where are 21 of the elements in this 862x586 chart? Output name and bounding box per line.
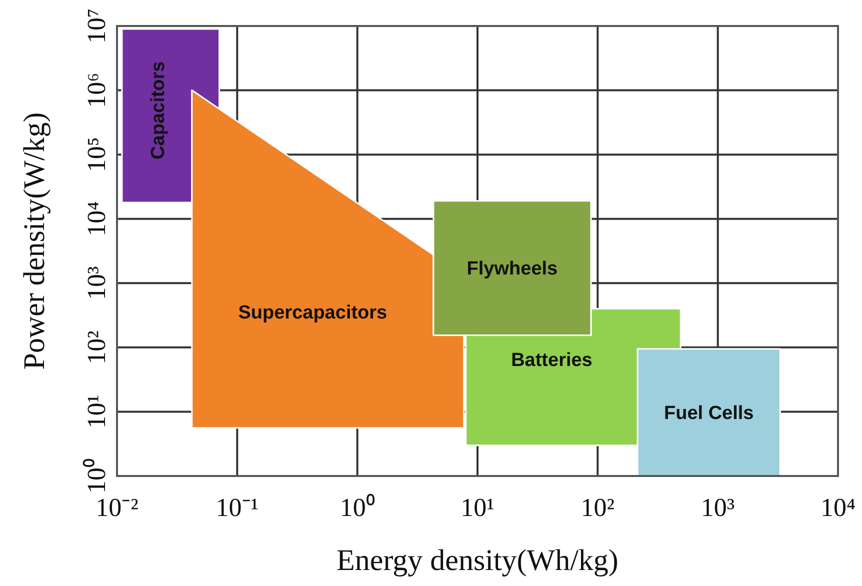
x-tick-label: 10¹ bbox=[460, 493, 494, 522]
x-tick-label: 10⁰ bbox=[340, 493, 375, 522]
series-label: Batteries bbox=[511, 350, 592, 372]
x-tick-label: 10⁻² bbox=[96, 493, 139, 522]
x-tick-label: 10³ bbox=[700, 493, 735, 522]
y-tick-label: 10⁷ bbox=[82, 8, 111, 44]
series-label: Fuel Cells bbox=[664, 403, 754, 424]
y-tick-label: 10⁵ bbox=[82, 137, 111, 172]
x-tick-label: 10⁻¹ bbox=[216, 493, 259, 522]
x-axis-title: Energy density(Wh/kg) bbox=[336, 544, 618, 577]
y-tick-label: 10⁰ bbox=[82, 458, 111, 494]
x-tick-label: 10⁴ bbox=[820, 493, 856, 522]
y-tick-label: 10⁶ bbox=[82, 72, 111, 108]
series-label: Flywheels bbox=[466, 258, 558, 280]
series-label: Supercapacitors bbox=[238, 302, 388, 324]
y-tick-label: 10³ bbox=[82, 266, 111, 300]
x-tick-label: 10² bbox=[580, 493, 615, 522]
y-tick-label: 10⁴ bbox=[82, 201, 111, 236]
y-tick-label: 10¹ bbox=[82, 394, 111, 429]
y-axis-title: Power density(W/kg) bbox=[18, 112, 51, 370]
y-tick-label: 10² bbox=[82, 330, 111, 364]
